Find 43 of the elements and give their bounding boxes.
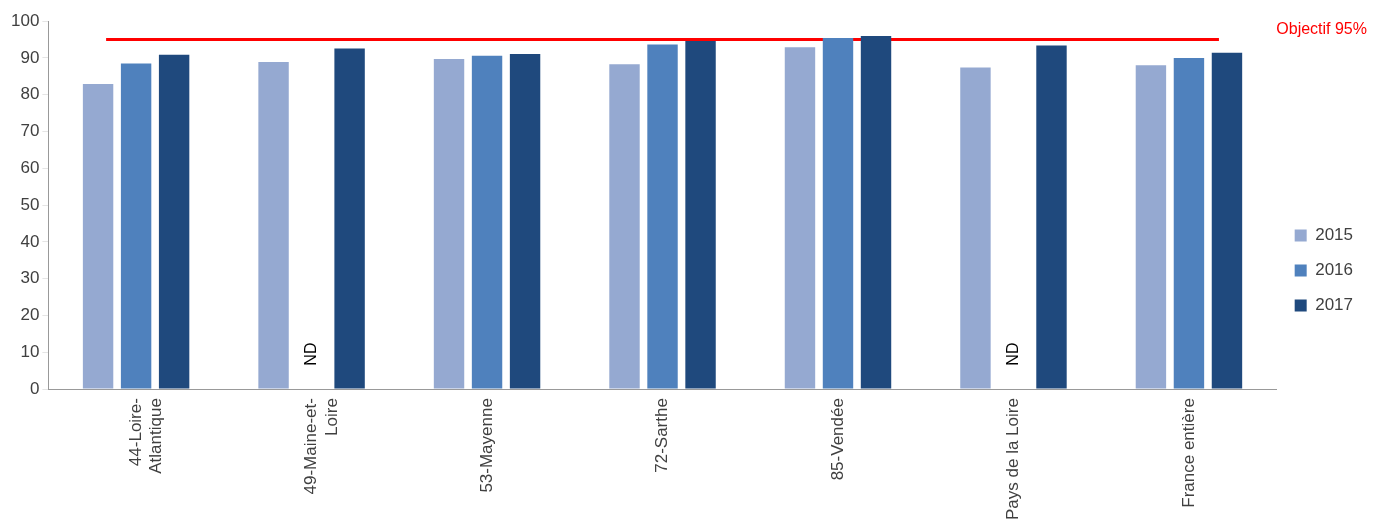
y-tick-label: 70 xyxy=(20,121,40,141)
bar xyxy=(158,54,190,389)
x-tick-label: 44-Loire-Atlantique xyxy=(125,398,166,474)
x-tick-label: France entière xyxy=(1178,398,1198,508)
annotation: ND xyxy=(301,342,319,366)
x-tick-label: 49-Maine-et-Loire xyxy=(301,398,341,495)
bar xyxy=(509,53,541,389)
bar xyxy=(609,64,640,389)
legend-label: 2016 xyxy=(1315,260,1354,280)
bar xyxy=(258,62,289,389)
bar xyxy=(960,67,991,389)
y-tick-label: 0 xyxy=(29,378,40,398)
bar xyxy=(822,38,854,389)
legend-label: 2017 xyxy=(1315,295,1354,315)
bar xyxy=(1173,57,1205,389)
bar xyxy=(1135,65,1167,389)
bar xyxy=(784,47,816,389)
bar xyxy=(685,41,716,389)
annotation: ND xyxy=(1003,342,1021,366)
y-tick-label: 50 xyxy=(20,194,40,214)
y-tick-label: 40 xyxy=(20,231,40,251)
x-tick-label: 72-Sarthe xyxy=(652,398,672,473)
y-tick-label: 100 xyxy=(10,10,40,30)
x-tick-label: 53-Mayenne xyxy=(476,398,496,493)
bar xyxy=(647,44,678,389)
ref-line-label: Objectif 95% xyxy=(1276,20,1367,37)
bar xyxy=(1036,45,1067,389)
y-tick-label: 30 xyxy=(20,268,40,288)
y-tick-label: 10 xyxy=(20,341,40,361)
bar xyxy=(433,59,465,389)
bar xyxy=(860,35,892,389)
bar xyxy=(471,55,503,389)
legend-label: 2015 xyxy=(1315,225,1354,245)
bar xyxy=(334,48,365,389)
x-tick-label: 85-Vendée xyxy=(827,398,847,481)
x-tick-label: Pays de la Loire xyxy=(1003,398,1023,520)
y-tick-label: 20 xyxy=(20,305,40,325)
y-tick-label: 80 xyxy=(20,84,40,104)
y-tick-label: 90 xyxy=(20,47,40,67)
bar xyxy=(1211,52,1243,389)
bar xyxy=(120,63,152,389)
bar xyxy=(82,84,114,389)
y-tick-label: 60 xyxy=(20,158,40,178)
